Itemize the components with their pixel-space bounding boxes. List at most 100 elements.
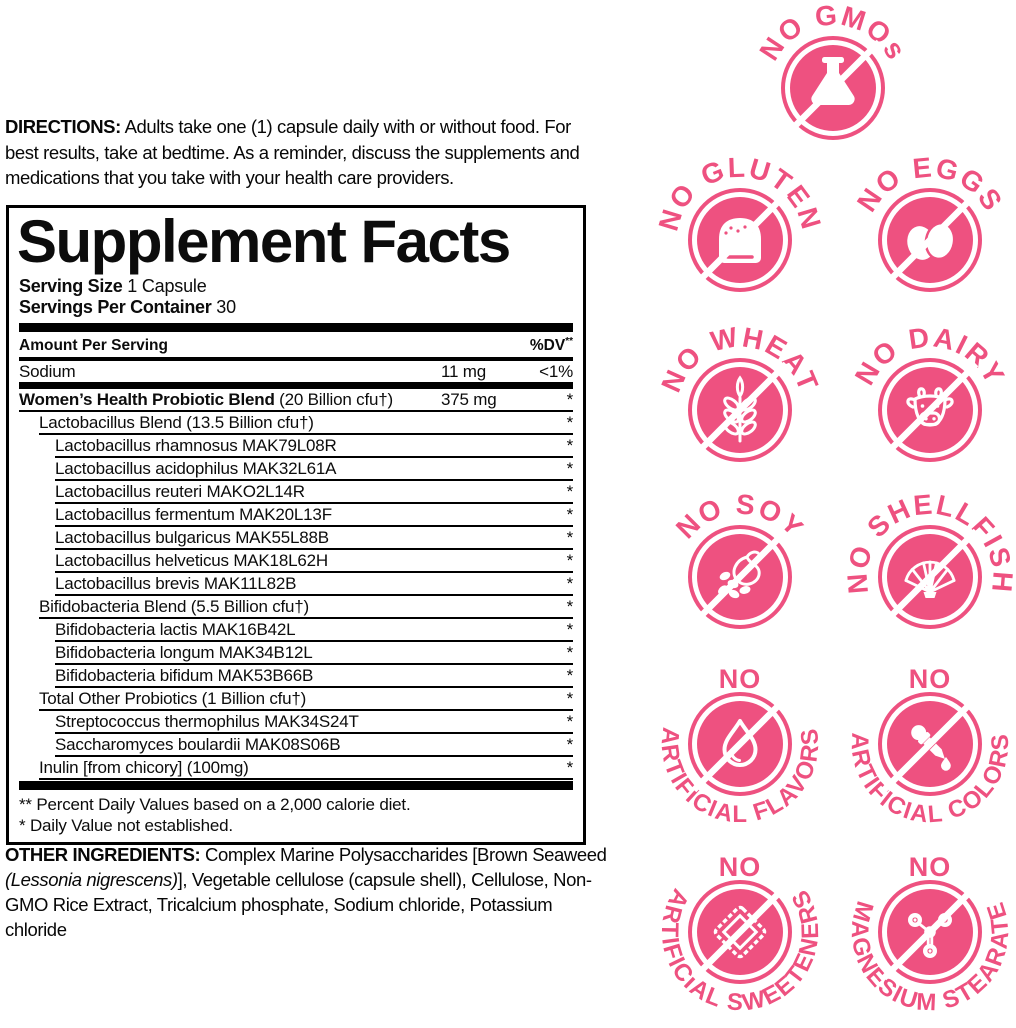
thick-rule — [19, 382, 573, 390]
badge-arc-text: NO SHELLFISH — [841, 488, 1016, 595]
ingredient-name: Bifidobacteria lactis MAK16B42L — [55, 619, 296, 639]
badge-no-artificial-sweeteners: NO ARTIFICIAL SWEETENERS — [625, 836, 855, 1028]
badge-arc-text: NO GMOs — [753, 0, 912, 66]
cow-icon — [906, 387, 954, 427]
badge-graphic: NO MAGNESIUM STEARATE S O O O — [846, 852, 1015, 1017]
badge-word-no: NO — [909, 664, 952, 694]
table-row: Streptococcus thermophilus MAK34S24T * — [55, 711, 574, 735]
badge-word-no: NO — [719, 852, 762, 882]
table-row: Lactobacillus reuteri MAKO2L14R * — [55, 481, 573, 505]
ingredient-name: Lactobacillus bulgaricus MAK55L88B — [55, 527, 329, 547]
badge-no-artificial-colors: NO ARTIFICIAL COLORS — [815, 648, 1016, 840]
flask-icon — [811, 57, 855, 106]
badge-graphic: NO SOY — [670, 488, 810, 629]
molecule-icon: S O O O — [908, 913, 952, 958]
slash-icon — [881, 528, 979, 626]
badge-arc-text: NO WHEAT — [655, 321, 825, 397]
slash-icon — [881, 361, 979, 459]
badge-no-dairy: NO DAIRY — [825, 314, 1016, 478]
svg-text:O: O — [942, 916, 948, 925]
serving-size-label: Serving Size — [19, 276, 123, 297]
shell-icon — [904, 560, 956, 598]
table-row: Bifidobacteria lactis MAK16B42L * — [55, 619, 573, 643]
slash-icon — [691, 361, 789, 459]
ingredient-name: Lactobacillus Blend (13.5 Billion cfu†) — [39, 412, 314, 432]
table-row-main-blend: Women’s Health Probiotic Blend (20 Billi… — [19, 389, 574, 413]
ingredient-name: Lactobacillus brevis MAK11L82B — [55, 573, 297, 593]
svg-text:O: O — [927, 947, 933, 956]
footnote-dv-not-established: * Daily Value not established. — [19, 816, 233, 836]
daily-value: * — [566, 665, 574, 685]
daily-value: * — [566, 504, 574, 524]
ingredient-name: Sodium — [19, 361, 76, 381]
badge-arc-text: NO SOY — [670, 488, 810, 544]
footnote-percent-dv: ** Percent Daily Values based on a 2,000… — [19, 795, 411, 815]
badge-graphic: NO ARTIFICIAL SWEETENERS — [656, 852, 824, 1017]
badge-graphic: NO GMOs — [753, 0, 912, 140]
dv-header: %DV** — [529, 335, 573, 355]
badge-no-artificial-flavors: NO ARTIFICIAL FLAVORS — [625, 648, 855, 840]
ingredient-name: Bifidobacteria bifidum MAK53B66B — [55, 665, 314, 685]
ingredient-name: Lactobacillus fermentum MAK20L13F — [55, 504, 332, 524]
badge-no-shellfish: NO SHELLFISH — [825, 481, 1016, 645]
ingredient-name: Streptococcus thermophilus MAK34S24T — [55, 711, 359, 731]
other-ingredients-text: Complex Marine Polysaccharides [Brown Se… — [200, 844, 607, 865]
table-row: Bifidobacteria longum MAK34B12L * — [55, 642, 574, 666]
daily-value: * — [566, 573, 574, 593]
serving-size-value: 1 Capsule — [127, 276, 207, 297]
table-row: Lactobacillus helveticus MAK18L62H * — [55, 550, 573, 574]
badge-no-soy: NO SOY — [635, 481, 845, 645]
slash-icon — [691, 695, 789, 793]
servings-per-container-line: Servings Per Container 30 — [19, 297, 573, 318]
ingredient-amount: 11 mg — [441, 361, 486, 381]
badge-no-gluten: NO GLUTEN — [635, 144, 845, 308]
ingredient-name: Bifidobacteria Blend (5.5 Billion cfu†) — [39, 596, 310, 616]
slash-icon — [691, 528, 789, 626]
slash-icon — [881, 695, 979, 793]
table-row: Lactobacillus rhamnosus MAK79L08R * — [55, 435, 573, 459]
daily-value: <1% — [539, 361, 573, 381]
badge-graphic: NO WHEAT — [655, 321, 825, 462]
slash-icon — [691, 191, 789, 289]
badge-arc-text: NO DAIRY — [849, 321, 1012, 390]
other-ingredients-label: OTHER INGREDIENTS: — [5, 844, 201, 865]
daily-value: * — [566, 458, 574, 478]
daily-value: * — [566, 389, 574, 409]
ingredient-name: Lactobacillus helveticus MAK18L62H — [55, 550, 328, 570]
badge-graphic: NO GLUTEN — [653, 152, 828, 292]
table-row: Lactobacillus fermentum MAK20L13F * — [55, 504, 574, 528]
daily-value: * — [566, 642, 574, 662]
servings-per-container-value: 30 — [216, 297, 236, 318]
badge-word-no: NO — [719, 664, 762, 694]
svg-text:O: O — [912, 916, 918, 925]
directions-text: Adults take one (1) capsule daily with o… — [5, 116, 580, 189]
badge-no-eggs: NO EGGS — [825, 144, 1016, 308]
table-row: Lactobacillus brevis MAK11L82B * — [55, 573, 574, 597]
daily-value: * — [566, 412, 574, 432]
other-ingredients-paragraph: OTHER INGREDIENTS: Complex Marine Polysa… — [5, 842, 611, 943]
table-row: Lactobacillus bulgaricus MAK55L88B * — [55, 527, 574, 551]
badge-graphic: NO ARTIFICIAL FLAVORS — [655, 664, 824, 828]
supplement-facts-panel: Supplement Facts Serving Size 1 Capsule … — [6, 205, 586, 846]
species-name-italic: (Lessonia nigrescens) — [5, 869, 178, 891]
daily-value: * — [566, 711, 574, 731]
badge-arc-text: MAGNESIUM STEARATE — [846, 898, 1015, 1017]
daily-value: * — [566, 734, 574, 754]
ingredient-name: Lactobacillus acidophilus MAK32L61A — [55, 458, 337, 478]
badge-arc-text: ARTIFICIAL SWEETENERS — [656, 884, 824, 1016]
daily-value: * — [566, 688, 574, 708]
directions-paragraph: DIRECTIONS: Adults take one (1) capsule … — [5, 114, 609, 191]
table-row: Saccharomyces boulardii MAK08S06B * — [55, 734, 574, 758]
daily-value: * — [566, 527, 574, 547]
badge-no-magnesium-stearate: NO MAGNESIUM STEARATE S O O O — [815, 836, 1016, 1028]
badge-arc-text: ARTIFICIAL FLAVORS — [655, 726, 824, 828]
ingredient-name: Total Other Probiotics (1 Billion cfu†) — [39, 688, 307, 708]
table-row: Total Other Probiotics (1 Billion cfu†) * — [39, 688, 574, 712]
daily-value: * — [566, 757, 574, 777]
badge-graphic: NO ARTIFICIAL COLORS — [846, 664, 1014, 829]
serving-size-line: Serving Size 1 Capsule — [19, 276, 573, 297]
badge-arc-text: NO GLUTEN — [653, 152, 828, 235]
badge-arc-text: ARTIFICIAL COLORS — [846, 732, 1014, 828]
thick-rule — [19, 322, 573, 332]
